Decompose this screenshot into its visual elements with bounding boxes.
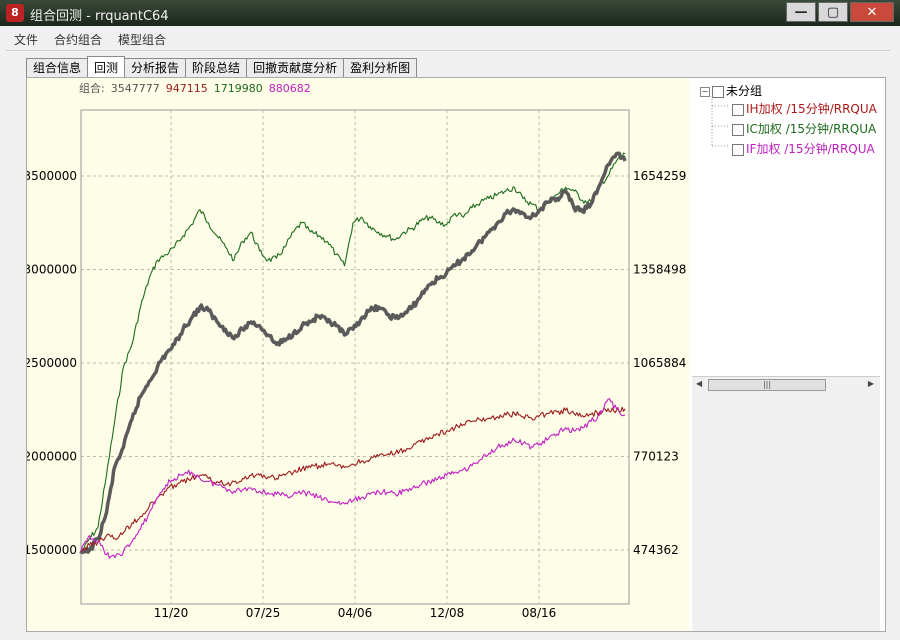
- tree-root-checkbox[interactable]: [712, 85, 724, 98]
- y-left-tick-label: 3500000: [27, 169, 77, 183]
- y-left-tick-label: 2000000: [27, 450, 77, 464]
- menu-file[interactable]: 文件: [14, 32, 39, 47]
- title-bar[interactable]: 8 组合回测 - rrquantC64 — ▢ ✕: [0, 0, 900, 26]
- scroll-left-icon[interactable]: ◀: [696, 379, 703, 388]
- minimize-button[interactable]: —: [786, 2, 816, 22]
- tab-analysis-report[interactable]: 分析报告: [124, 58, 187, 77]
- chart-canvas: 3500000 1654259 3000000 1358498 2500000 10658…: [27, 109, 686, 620]
- x-tick-label: 12/08: [430, 606, 465, 620]
- menu-model-portfolio[interactable]: 模型组合: [118, 32, 167, 47]
- series-line: [79, 151, 627, 555]
- maximize-button[interactable]: ▢: [818, 2, 848, 22]
- tree-empty-area: [692, 392, 880, 631]
- scrollbar-thumb[interactable]: |||: [708, 379, 826, 391]
- tree-item-if-checkbox[interactable]: [732, 143, 744, 156]
- y-right-tick-label: 1358498: [633, 263, 686, 277]
- collapse-icon[interactable]: −: [700, 86, 710, 97]
- x-tick-label: 11/20: [154, 606, 189, 620]
- legend-value-if: 880682: [268, 82, 311, 95]
- legend-value-total: 3547777: [110, 82, 160, 95]
- tree-item-if-label: IF加权 /15分钟/RRQUA: [746, 142, 875, 156]
- x-tick-label: 08/16: [522, 606, 557, 620]
- minimize-icon: —: [794, 4, 808, 20]
- close-button[interactable]: ✕: [850, 2, 894, 22]
- x-tick-label: 04/06: [338, 606, 373, 620]
- contract-tree: − 未分组 IH加权 /15分钟/RRQUA IC加权 /15分钟/RRQUA I…: [692, 78, 880, 376]
- tree-item-ic-checkbox[interactable]: [732, 123, 744, 136]
- tree-item-ic[interactable]: IC加权 /15分钟/RRQUA: [732, 120, 876, 137]
- menu-contract-portfolio[interactable]: 合约组合: [54, 32, 103, 47]
- tab-strip: 组合信息 回测 分析报告 阶段总结 回撤贡献度分析 盈利分析图: [26, 56, 418, 78]
- tree-connector: [711, 96, 730, 147]
- tab-drawdown-analysis[interactable]: 回撤贡献度分析: [246, 58, 345, 77]
- series-line: [80, 398, 626, 559]
- app-logo-icon: 8: [6, 4, 24, 22]
- window-title: 组合回测 - rrquantC64: [30, 9, 169, 24]
- maximize-icon: ▢: [826, 4, 840, 20]
- tree-root-label: 未分组: [726, 84, 763, 98]
- close-icon: ✕: [866, 4, 878, 20]
- y-right-tick-label: 1065884: [633, 356, 686, 370]
- tree-item-ih[interactable]: IH加权 /15分钟/RRQUA: [732, 100, 877, 117]
- legend-value-ic: 1719980: [213, 82, 263, 95]
- tree-root[interactable]: − 未分组: [700, 82, 762, 99]
- tab-content: 3500000 1654259 3000000 1358498 2500000 10658…: [26, 77, 886, 632]
- legend-value-ih: 947115: [165, 82, 208, 95]
- tree-item-ih-checkbox[interactable]: [732, 103, 744, 116]
- y-left-tick-label: 3000000: [27, 263, 77, 277]
- y-left-tick-label: 1500000: [27, 543, 77, 557]
- y-left-tick-label: 2500000: [27, 356, 77, 370]
- y-right-tick-label: 474362: [633, 543, 679, 557]
- tree-item-ic-label: IC加权 /15分钟/RRQUA: [746, 122, 877, 136]
- tab-backtest[interactable]: 回测: [87, 56, 126, 77]
- tree-item-ih-label: IH加权 /15分钟/RRQUA: [746, 102, 877, 116]
- menu-bar: 文件 合约组合 模型组合: [6, 28, 890, 51]
- tab-stage-summary[interactable]: 阶段总结: [185, 58, 248, 77]
- tab-portfolio-info[interactable]: 组合信息: [26, 58, 89, 77]
- tree-horizontal-scrollbar[interactable]: ◀ ||| ▶: [692, 376, 880, 393]
- chart-legend: 组合: 3547777 947115 1719980 880682: [79, 80, 317, 96]
- equity-chart: 3500000 1654259 3000000 1358498 2500000 10658…: [27, 78, 689, 631]
- tab-profit-chart[interactable]: 盈利分析图: [343, 58, 418, 77]
- y-right-tick-label: 1654259: [633, 169, 686, 183]
- x-tick-label: 07/25: [246, 606, 281, 620]
- series-line: [80, 152, 626, 554]
- y-right-tick-label: 770123: [633, 450, 679, 464]
- scroll-right-icon[interactable]: ▶: [867, 379, 874, 388]
- series-line: [80, 406, 626, 552]
- tree-item-if[interactable]: IF加权 /15分钟/RRQUA: [732, 140, 875, 157]
- legend-prefix: 组合:: [79, 82, 105, 95]
